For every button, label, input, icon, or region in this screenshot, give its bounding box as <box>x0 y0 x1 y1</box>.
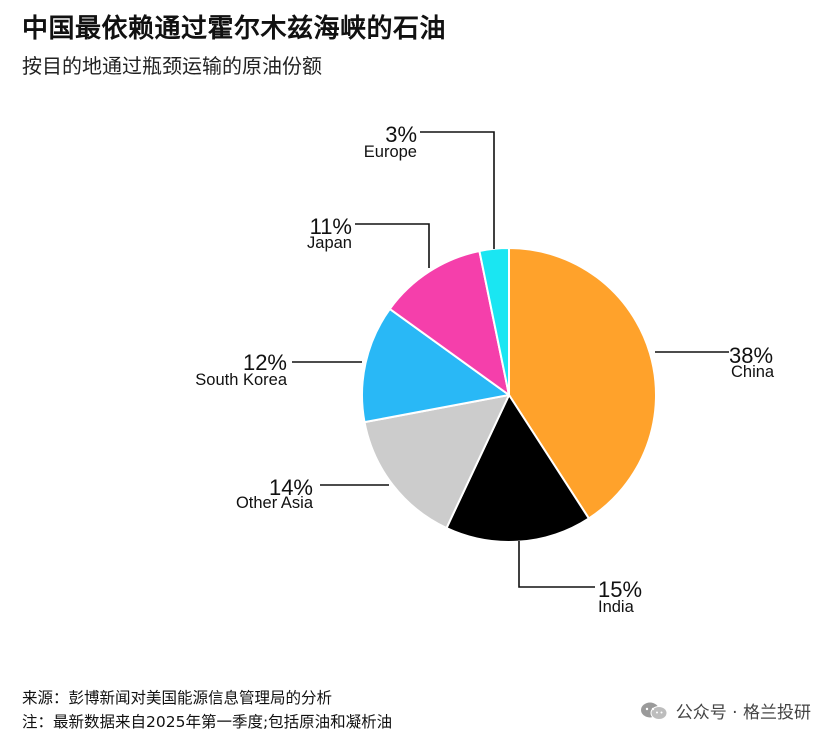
watermark-text: 公众号 · 格兰投研 <box>675 703 811 723</box>
data-label-south-korea: 12% <box>243 350 287 375</box>
chart-title: 中国最依赖通过霍尔木兹海峡的石油 <box>22 14 447 44</box>
category-label-japan: Japan <box>307 234 352 252</box>
data-label-china: 38% <box>729 343 773 368</box>
category-label-other-asia: Other Asia <box>236 494 314 512</box>
category-label-south-korea: South Korea <box>195 371 288 389</box>
leader-line-japan <box>355 223 430 268</box>
data-label-japan: 11% <box>310 214 352 239</box>
category-label-india: India <box>598 598 635 616</box>
data-label-india: 15% <box>598 577 642 602</box>
pie-chart: 38%China 15%India 14%Other Asia 12%South Ko… <box>195 122 775 616</box>
pie-slice-south-korea <box>361 307 510 424</box>
pie-slice-japan <box>388 250 510 396</box>
chart-subtitle: 按目的地通过瓶颈运输的原油份额 <box>22 54 322 78</box>
leader-line-india <box>518 541 595 588</box>
data-label-other-asia: 14% <box>269 475 313 500</box>
data-label-europe: 3% <box>385 122 417 147</box>
watermark: 公众号 · 格兰投研 <box>640 698 811 723</box>
leader-line-europe <box>420 131 495 249</box>
footnote: 注：最新数据来自2025年第一季度;包括原油和凝析油 <box>22 713 393 731</box>
wechat-icon <box>640 702 668 720</box>
source-note: 来源：彭博新闻对美国能源信息管理局的分析 <box>22 689 333 707</box>
category-label-china: China <box>731 363 775 381</box>
category-label-europe: Europe <box>364 143 417 161</box>
pie-slice-other-asia <box>363 394 510 530</box>
